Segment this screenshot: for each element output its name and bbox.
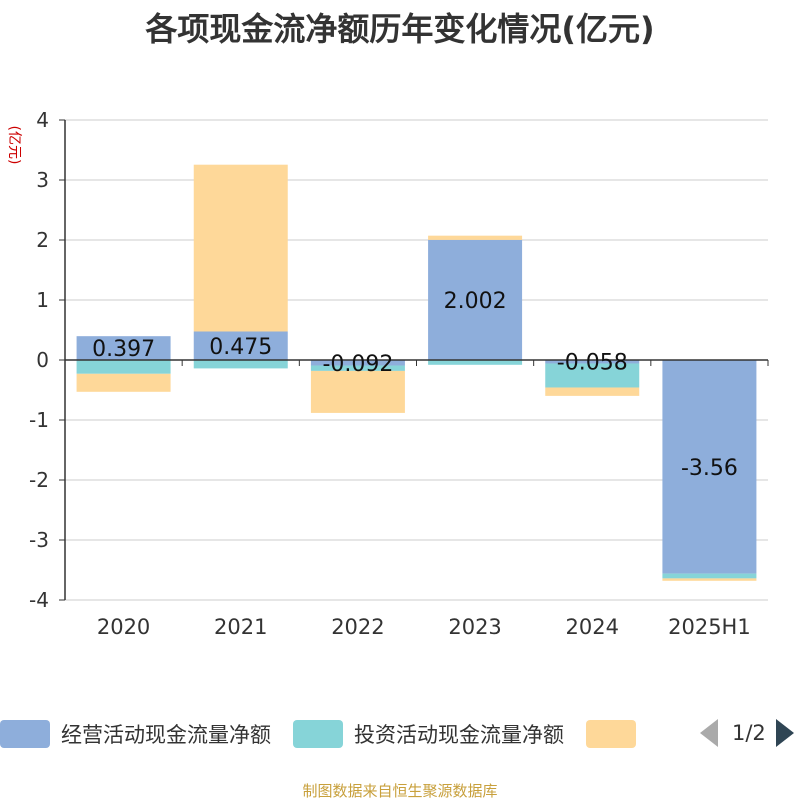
bar-series-1-2024[interactable] <box>545 363 640 388</box>
legend-swatch-operating[interactable] <box>0 720 50 748</box>
bar-series-2-2024[interactable] <box>545 387 640 396</box>
bar-series-1-2021[interactable] <box>193 360 288 369</box>
bar-series-2-2020[interactable] <box>76 373 171 392</box>
bar-series-0-2021[interactable] <box>193 331 288 361</box>
bar-series-0-2023[interactable] <box>428 239 523 360</box>
data-label: -0.058 <box>557 351 628 376</box>
y-axis-label: (亿元) <box>6 126 22 165</box>
y-tick-label: -3 <box>29 528 49 552</box>
chart-title: 各项现金流净额历年变化情况(亿元) <box>145 10 655 48</box>
bar-series-1-2025H1[interactable] <box>662 573 757 579</box>
bar-series-2-2021[interactable] <box>193 164 288 332</box>
x-tick-label: 2023 <box>448 615 501 639</box>
bar-series-1-2022[interactable] <box>310 365 405 371</box>
data-label: -3.56 <box>681 456 738 481</box>
x-tick-label: 2025H1 <box>668 615 751 639</box>
legend-label-operating[interactable]: 经营活动现金流量净额 <box>61 723 271 747</box>
bar-series-0-2020[interactable] <box>76 336 171 360</box>
y-tick-label: -1 <box>29 408 49 432</box>
bar-series-1-2023[interactable] <box>428 360 523 365</box>
legend-next-icon[interactable] <box>775 719 794 747</box>
bar-series-0-2022[interactable] <box>310 360 405 366</box>
data-label: 0.475 <box>209 335 272 360</box>
y-tick-label: 2 <box>36 228 49 252</box>
bar-series-2-2022[interactable] <box>310 370 405 413</box>
bar-series-0-2025H1[interactable] <box>662 360 757 574</box>
x-tick-label: 2020 <box>97 615 150 639</box>
legend-page-indicator: 1/2 <box>732 721 766 745</box>
data-label: 0.397 <box>92 337 155 362</box>
y-tick-label: 3 <box>36 168 49 192</box>
bar-series-0-2024[interactable] <box>545 360 640 364</box>
y-tick-label: -4 <box>29 588 49 612</box>
y-tick-label: 1 <box>36 288 49 312</box>
x-tick-label: 2022 <box>331 615 384 639</box>
x-tick-label: 2021 <box>214 615 267 639</box>
bar-series-2-2023[interactable] <box>428 235 523 240</box>
legend-swatch-financing[interactable] <box>586 720 636 748</box>
legend: 经营活动现金流量净额 投资活动现金流量净额 <box>0 716 636 752</box>
x-tick-label: 2024 <box>566 615 619 639</box>
y-tick-label: 0 <box>36 348 49 372</box>
data-label: -0.092 <box>322 352 393 377</box>
bar-series-1-2020[interactable] <box>76 360 171 374</box>
legend-label-investing[interactable]: 投资活动现金流量净额 <box>354 723 564 747</box>
bar-series-2-2025H1[interactable] <box>662 578 757 581</box>
y-tick-label: 4 <box>36 108 49 132</box>
data-source-note: 制图数据来自恒生聚源数据库 <box>302 782 498 800</box>
legend-pager: 1/2 <box>700 719 794 747</box>
y-tick-label: -2 <box>29 468 49 492</box>
legend-swatch-investing[interactable] <box>293 720 343 748</box>
legend-prev-icon[interactable] <box>700 719 718 747</box>
data-label: 2.002 <box>444 289 507 314</box>
